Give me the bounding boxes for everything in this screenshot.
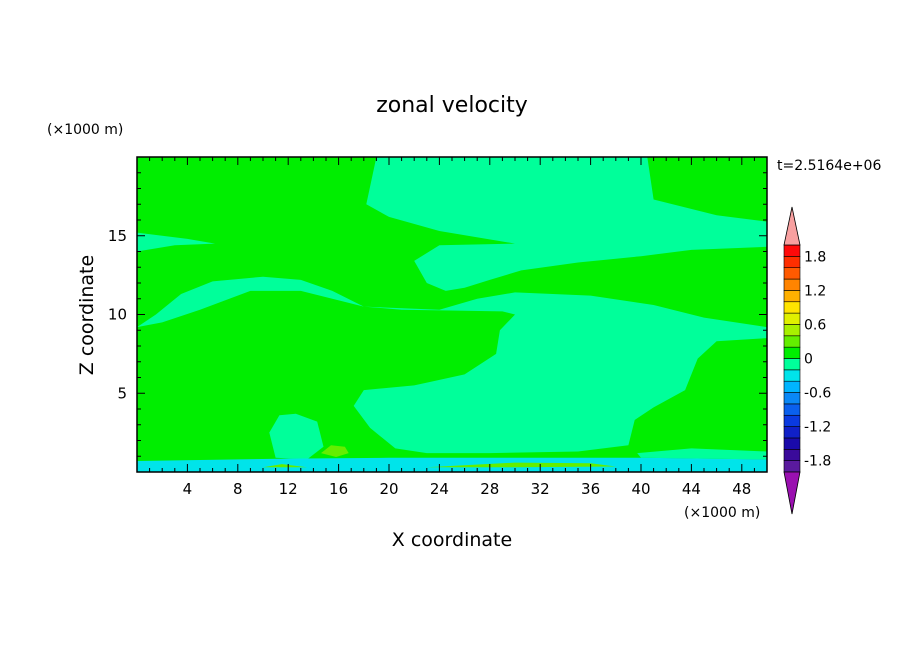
x-tick-label: 12: [279, 480, 298, 498]
positive-medium-region: [321, 445, 349, 457]
colorbar-segment: [783, 448, 801, 461]
time-label: t=2.5164e+06: [777, 158, 881, 174]
colorbar-segment: [783, 414, 801, 427]
colorbar-tick-label: 1.2: [804, 283, 826, 299]
colorbar-segment: [783, 278, 801, 291]
negative-velocity-region: [137, 232, 216, 252]
colorbar-segment: [783, 426, 801, 439]
y-tick-label: 5: [117, 384, 127, 402]
x-tick-label: 32: [531, 480, 550, 498]
x-tick-label: 28: [480, 480, 499, 498]
colorbar-segment: [783, 392, 801, 405]
x-axis-label: X coordinate: [392, 529, 512, 551]
negative-velocity-region: [637, 448, 767, 460]
x-axis-ticks: 4 8 12 16 20 24 28 32 36 40 44 48: [149, 157, 755, 498]
colorbar-segment: [783, 290, 801, 303]
y-axis-ticks: 5 10 15: [108, 172, 767, 457]
x-tick-label: 16: [329, 480, 348, 498]
negative-velocity-region: [269, 413, 324, 460]
x-tick-label: 8: [233, 480, 243, 498]
negative-velocity-region: [137, 157, 767, 291]
colorbar-segment: [783, 335, 801, 348]
colorbar-segment: [783, 324, 801, 337]
colorbar-over-triangle: [783, 206, 801, 246]
colorbar-under-triangle: [783, 471, 801, 515]
near-surface-band: [137, 457, 767, 472]
colorbar-tick-label: 0.6: [804, 317, 826, 333]
y-tick-label: 10: [108, 306, 127, 324]
colorbar-segment: [783, 312, 801, 325]
y-axis-unit: (×1000 m): [47, 122, 123, 138]
negative-velocity-region: [137, 276, 767, 454]
x-tick-label: 36: [581, 480, 600, 498]
colorbar-tick-label: 0: [804, 352, 813, 368]
colorbar-tick-label: -1.8: [804, 454, 831, 470]
colorbar-segment: [783, 380, 801, 393]
colorbar-segment: [783, 267, 801, 280]
x-tick-label: 44: [682, 480, 701, 498]
contour-field: [137, 157, 767, 472]
x-tick-label: 20: [379, 480, 398, 498]
colorbar-segment: [783, 358, 801, 371]
x-tick-label: 40: [631, 480, 650, 498]
colorbar-segment: [783, 369, 801, 382]
colorbar-segment: [783, 244, 801, 257]
positive-medium-region: [426, 462, 616, 468]
positive-medium-region: [263, 464, 308, 468]
colorbar-tick-label: -0.6: [804, 386, 831, 402]
colorbar-segment: [783, 346, 801, 359]
colorbar-segment: [783, 460, 801, 473]
y-tick-label: 15: [108, 227, 127, 245]
colorbar-segment: [783, 437, 801, 450]
chart-title: zonal velocity: [376, 93, 528, 118]
x-axis-unit: (×1000 m): [684, 505, 760, 521]
colorbar-segment: [783, 301, 801, 314]
x-tick-label: 24: [430, 480, 449, 498]
colorbar-segment: [783, 256, 801, 269]
x-tick-label: 48: [732, 480, 751, 498]
colorbar-tick-label: 1.8: [804, 249, 826, 265]
colorbar-tick-label: -1.2: [804, 420, 831, 436]
colorbar: 1.8 1.2 0.6 0 -0.6 -1.2 -1.8: [783, 206, 831, 515]
x-tick-label: 4: [183, 480, 193, 498]
colorbar-segment: [783, 403, 801, 416]
y-axis-label: Z coordinate: [76, 255, 98, 375]
